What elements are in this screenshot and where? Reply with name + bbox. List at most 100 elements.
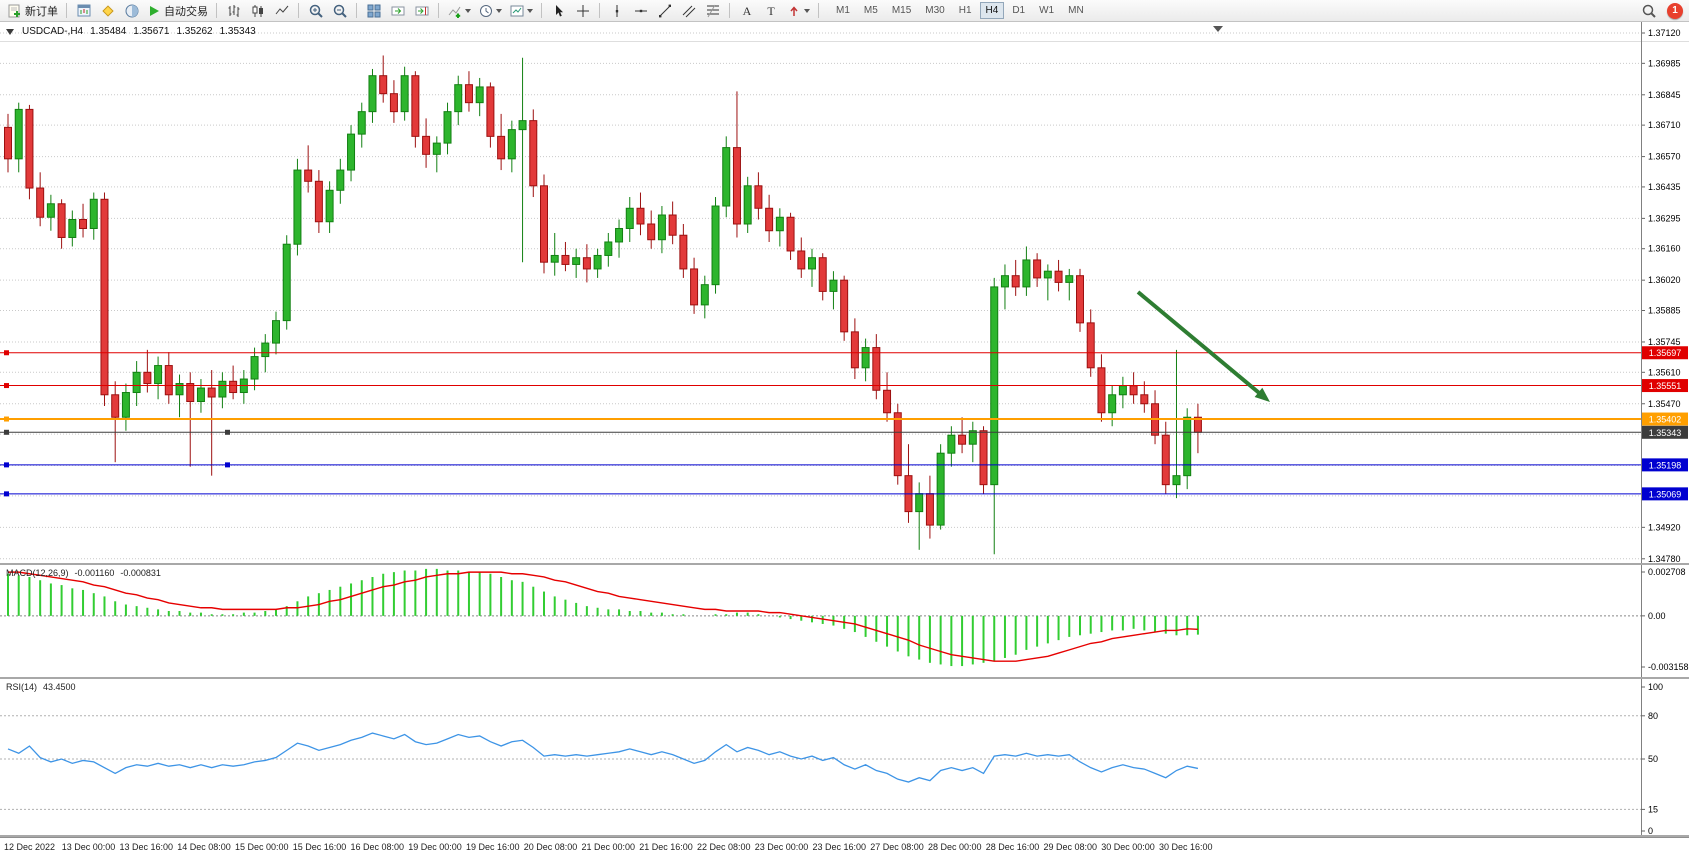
main-chart-panel: USDCAD-,H4 1.35484 1.35671 1.35262 1.353… xyxy=(0,22,1689,563)
time-axis-label: 30 Dec 16:00 xyxy=(1159,842,1213,852)
horizontal-lines[interactable] xyxy=(0,350,1641,497)
time-axis-label: 30 Dec 00:00 xyxy=(1101,842,1155,852)
svg-text:1.35551: 1.35551 xyxy=(1649,381,1682,391)
timeframe-d1-button[interactable]: D1 xyxy=(1012,5,1026,16)
line-handle xyxy=(4,491,9,497)
metaeditor-button[interactable] xyxy=(96,1,119,21)
templates-icon xyxy=(510,5,524,16)
line-chart-button[interactable] xyxy=(270,1,293,21)
search-button[interactable] xyxy=(1637,1,1660,21)
time-axis-label: 13 Dec 00:00 xyxy=(61,842,116,852)
chart-symbol-period: USDCAD-,H4 xyxy=(22,26,84,37)
arrows-tool-button[interactable] xyxy=(783,1,813,21)
panel-separator[interactable] xyxy=(0,677,1689,679)
cursor-tool-button[interactable] xyxy=(547,1,570,21)
candlestick-chart-icon xyxy=(252,4,263,17)
price-axis-label: 1.36295 xyxy=(1648,213,1681,223)
bar-chart-icon xyxy=(228,4,239,17)
timeframe-h4-button[interactable]: H4 xyxy=(979,2,1005,19)
periods-button[interactable] xyxy=(475,1,505,21)
text-tool-button[interactable]: A xyxy=(735,1,758,21)
horizontal-line-tool-button[interactable] xyxy=(629,1,652,21)
macd-axis[interactable]: 0.002708 0.00 -0.003158 xyxy=(1641,565,1689,677)
svg-text:1.35402: 1.35402 xyxy=(1649,415,1682,425)
notification-badge[interactable]: 1 xyxy=(1667,2,1683,19)
vertical-line-tool-button[interactable] xyxy=(605,1,628,21)
toolbar-separator xyxy=(356,3,357,18)
timeframe-mn-button[interactable]: MN xyxy=(1068,5,1084,16)
price-axis-label: 1.34780 xyxy=(1648,554,1681,563)
templates-button[interactable] xyxy=(506,1,536,21)
timeframe-w1-button[interactable]: W1 xyxy=(1039,5,1055,16)
timeframe-m30-button[interactable]: M30 xyxy=(925,5,945,16)
trendline-tool-button[interactable] xyxy=(653,1,676,21)
fibonacci-tool-button[interactable] xyxy=(701,1,724,21)
zoom-out-button[interactable] xyxy=(328,1,351,21)
text-label-tool-button[interactable]: T xyxy=(759,1,782,21)
timeframe-m1-button[interactable]: M1 xyxy=(836,5,850,16)
main-chart-canvas[interactable]: 1.37120 1.36985 1.36845 1.36710 1.36570 1.364… xyxy=(0,22,1689,563)
one-click-trading-toggle[interactable] xyxy=(6,28,14,35)
search-icon xyxy=(1642,4,1656,18)
autotrading-button[interactable]: 自动交易 xyxy=(144,1,211,21)
time-axis-label: 15 Dec 00:00 xyxy=(235,842,289,852)
price-axis-label: 1.36985 xyxy=(1648,58,1681,68)
rsi-axis-label: 0 xyxy=(1648,826,1653,835)
timeframe-m5-button[interactable]: M5 xyxy=(863,5,878,16)
time-axis-label: 23 Dec 00:00 xyxy=(754,842,809,852)
svg-text:1.35343: 1.35343 xyxy=(1649,428,1682,438)
trend-arrow-head[interactable] xyxy=(1254,387,1270,402)
price-tag xyxy=(1642,379,1688,393)
auto-scroll-button[interactable] xyxy=(386,1,409,21)
price-tag xyxy=(1642,487,1688,501)
line-handle xyxy=(4,350,9,356)
panel-separator[interactable] xyxy=(0,835,1689,837)
svg-text:1.35198: 1.35198 xyxy=(1649,460,1682,470)
time-axis-label: 16 Dec 08:00 xyxy=(350,842,405,852)
chart-header: USDCAD-,H4 1.35484 1.35671 1.35262 1.353… xyxy=(6,26,256,37)
terminal-button[interactable] xyxy=(120,1,143,21)
new-order-button[interactable]: 新订单 xyxy=(3,1,61,21)
rsi-value: 43.4500 xyxy=(43,682,76,692)
tile-windows-button[interactable] xyxy=(362,1,385,21)
bar-chart-button[interactable] xyxy=(222,1,245,21)
channel-tool-button[interactable] xyxy=(677,1,700,21)
macd-label: MACD(12,26,9) -0.001160 -0.000831 xyxy=(6,568,161,578)
new-chart-button[interactable] xyxy=(72,1,95,21)
cursor-icon xyxy=(555,4,563,16)
chart-shift-marker[interactable] xyxy=(1213,26,1223,32)
toolbar-separator xyxy=(216,3,217,18)
price-axis-label: 1.36435 xyxy=(1648,182,1681,192)
time-axis-label: 14 Dec 08:00 xyxy=(177,842,231,852)
new-order-label: 新订单 xyxy=(25,5,58,18)
rsi-panel: RSI(14) 43.4500 100 80 50 15 0 xyxy=(0,679,1689,835)
chevron-down-icon xyxy=(527,8,533,13)
indicators-button[interactable] xyxy=(444,1,474,21)
vertical-line-icon xyxy=(615,4,618,17)
time-axis-label: 23 Dec 16:00 xyxy=(812,842,867,852)
panel-separator[interactable] xyxy=(0,563,1689,565)
macd-axis-label: 0.00 xyxy=(1648,611,1666,621)
timeframe-m15-button[interactable]: M15 xyxy=(891,5,912,16)
toolbar-separator xyxy=(541,3,542,18)
toolbar-separator xyxy=(818,3,819,18)
chevron-down-icon xyxy=(496,8,502,13)
line-handle xyxy=(225,429,230,435)
time-axis[interactable]: 12 Dec 2022 13 Dec 00:00 13 Dec 16:00 14 De… xyxy=(0,837,1689,861)
price-tag xyxy=(1642,425,1688,439)
trend-arrow[interactable] xyxy=(1136,290,1265,398)
timeframe-h1-button[interactable]: H1 xyxy=(958,5,972,16)
price-axis[interactable]: 1.37120 1.36985 1.36845 1.36710 1.36570 1.364… xyxy=(1641,22,1681,563)
chart-shift-button[interactable] xyxy=(410,1,433,21)
main-toolbar: 新订单 自动交易 xyxy=(0,0,1689,22)
crosshair-icon xyxy=(576,4,589,17)
svg-text:A: A xyxy=(742,4,751,18)
crosshair-tool-button[interactable] xyxy=(571,1,594,21)
price-tag xyxy=(1642,458,1688,472)
text-icon: A xyxy=(742,4,751,18)
zoom-out-icon xyxy=(333,4,347,18)
candlestick-chart-button[interactable] xyxy=(246,1,269,21)
rsi-axis[interactable]: 100 80 50 15 0 xyxy=(1641,679,1663,835)
zoom-in-button[interactable] xyxy=(304,1,327,21)
